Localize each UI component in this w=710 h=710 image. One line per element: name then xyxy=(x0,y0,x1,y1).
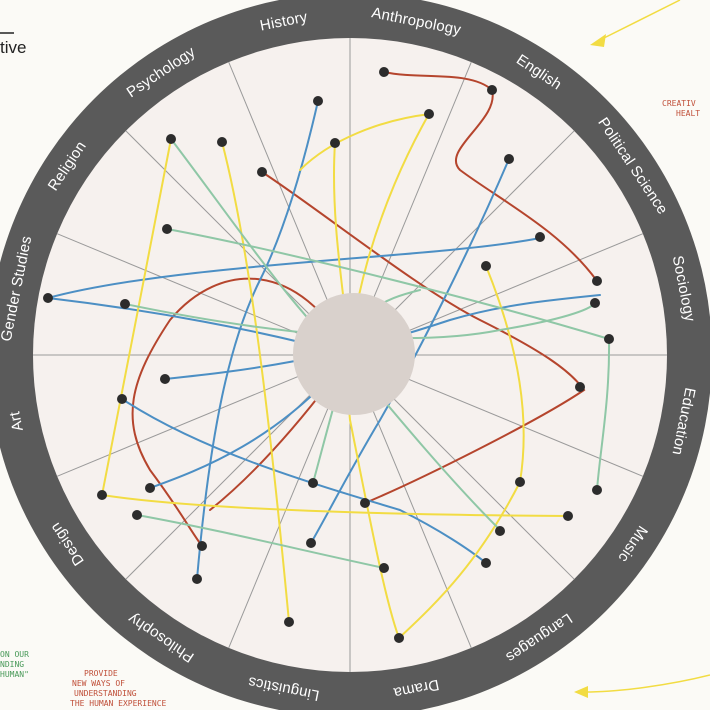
node xyxy=(162,224,172,234)
node xyxy=(306,538,316,548)
connection-yellow xyxy=(398,481,521,639)
node xyxy=(217,137,227,147)
node xyxy=(481,261,491,271)
connection-blue xyxy=(121,398,487,564)
node xyxy=(197,541,207,551)
arrow-head xyxy=(574,686,588,698)
node xyxy=(379,67,389,77)
node xyxy=(394,633,404,643)
connection-blue xyxy=(47,237,541,299)
node xyxy=(284,617,294,627)
connection-yellow xyxy=(485,265,525,483)
node xyxy=(379,563,389,573)
node xyxy=(495,526,505,536)
center-hub xyxy=(293,293,415,415)
annotation-text: HEALT xyxy=(676,109,700,118)
node xyxy=(117,394,127,404)
node xyxy=(166,134,176,144)
node xyxy=(360,498,370,508)
discipline-label-art: Art xyxy=(6,409,27,432)
connection-blue xyxy=(164,294,601,380)
connection-yellow xyxy=(221,141,290,623)
nodes xyxy=(43,67,614,643)
node xyxy=(535,232,545,242)
connection-red xyxy=(261,171,586,504)
node xyxy=(308,478,318,488)
node xyxy=(592,485,602,495)
node xyxy=(97,490,107,500)
node xyxy=(257,167,267,177)
annotation-text: NDING xyxy=(0,660,24,669)
annotation-text: HUMAN" xyxy=(0,670,29,679)
arrow-head xyxy=(590,34,606,47)
node xyxy=(563,511,573,521)
node xyxy=(590,298,600,308)
connection-green xyxy=(124,302,596,340)
annotation-text: PROVIDE xyxy=(84,669,118,678)
page-title-fragment: tive xyxy=(0,38,26,57)
node xyxy=(132,510,142,520)
node xyxy=(43,293,53,303)
node xyxy=(160,374,170,384)
node xyxy=(330,138,340,148)
annotation-text: THE HUMAN EXPERIENCE xyxy=(70,699,167,708)
node xyxy=(481,558,491,568)
connection-green xyxy=(166,228,611,491)
node xyxy=(145,483,155,493)
connection-red xyxy=(383,71,598,282)
node xyxy=(313,96,323,106)
annotation-text: ON OUR xyxy=(0,650,29,659)
annotation-text: NEW WAYS OF xyxy=(72,679,125,688)
node xyxy=(192,574,202,584)
node xyxy=(575,382,585,392)
arrow-sketch xyxy=(599,0,681,41)
node xyxy=(592,276,602,286)
node xyxy=(515,477,525,487)
node xyxy=(487,85,497,95)
node xyxy=(504,154,514,164)
arrow-sketch xyxy=(584,674,710,693)
annotation-text: CREATIV xyxy=(662,99,696,108)
node xyxy=(424,109,434,119)
connection-green xyxy=(136,514,385,569)
connection-blue xyxy=(196,100,319,580)
connection-yellow xyxy=(299,113,431,171)
node xyxy=(604,334,614,344)
annotation-text: UNDERSTANDING xyxy=(74,689,137,698)
node xyxy=(120,299,130,309)
